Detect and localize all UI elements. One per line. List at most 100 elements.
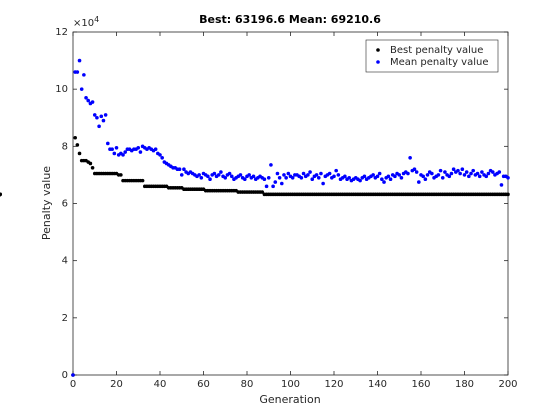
data-point — [484, 174, 489, 179]
data-point — [138, 150, 143, 154]
data-point — [467, 174, 471, 179]
data-point — [90, 165, 95, 170]
data-point — [79, 87, 84, 91]
data-point — [334, 168, 338, 173]
data-point — [382, 180, 386, 184]
y-multiplier: ×104 — [73, 15, 99, 30]
data-point — [406, 171, 410, 176]
data-point — [112, 151, 117, 156]
data-point — [290, 175, 295, 180]
data-point — [273, 180, 278, 184]
data-point — [271, 184, 275, 189]
data-point — [412, 167, 417, 171]
data-point — [447, 174, 452, 179]
data-point — [306, 173, 310, 177]
data-point — [332, 174, 336, 179]
data-point — [499, 183, 504, 187]
y-multiplier-exponent: 4 — [94, 15, 99, 24]
data-point — [247, 173, 251, 177]
data-point — [77, 58, 82, 63]
data-point — [123, 150, 127, 154]
data-point — [460, 167, 465, 171]
data-point — [462, 173, 467, 177]
data-point — [75, 70, 80, 74]
data-point — [216, 173, 221, 177]
data-point — [310, 177, 315, 182]
data-point — [75, 143, 80, 147]
y-tick-label: 6 — [62, 199, 68, 210]
data-point — [262, 177, 267, 182]
data-point — [158, 153, 162, 157]
data-point — [443, 170, 447, 174]
legend-marker — [376, 60, 380, 64]
data-point — [199, 175, 204, 180]
data-point — [430, 171, 434, 176]
data-point — [477, 174, 482, 179]
legend-marker — [376, 48, 380, 52]
data-point — [84, 95, 88, 100]
data-point — [423, 177, 428, 182]
data-point — [238, 173, 243, 177]
x-tick-label: 80 — [241, 379, 254, 390]
x-tick-label: 200 — [498, 379, 517, 390]
data-point — [486, 171, 491, 176]
data-point — [456, 168, 460, 173]
x-tick-label: 120 — [324, 379, 343, 390]
data-point — [286, 171, 291, 176]
data-point — [243, 177, 247, 182]
data-point — [343, 174, 347, 179]
y-tick-label: 2 — [62, 313, 68, 324]
data-point — [284, 175, 288, 180]
y-tick-label: 0 — [62, 370, 68, 381]
data-point — [73, 135, 77, 140]
data-point — [101, 118, 106, 123]
data-point — [264, 184, 269, 189]
data-point — [136, 145, 141, 150]
plot-frame — [72, 31, 509, 376]
data-point — [497, 170, 502, 174]
x-tick-label: 40 — [154, 379, 167, 390]
data-point — [227, 171, 232, 176]
data-point — [179, 173, 184, 177]
y-tick-label: 10 — [55, 84, 68, 95]
data-point — [208, 177, 212, 182]
data-point — [229, 174, 234, 179]
data-point — [393, 174, 397, 179]
y-multiplier-base: ×10 — [73, 18, 94, 29]
data-point — [301, 171, 306, 176]
data-point — [153, 147, 158, 151]
data-point — [436, 173, 441, 177]
data-point — [140, 178, 145, 183]
data-point — [336, 173, 341, 177]
data-point — [347, 175, 352, 180]
x-tick-label: 100 — [281, 379, 300, 390]
data-point — [277, 175, 282, 180]
data-point — [282, 173, 286, 177]
data-point — [86, 98, 91, 103]
y-tick-label: 8 — [62, 141, 68, 152]
data-point — [358, 178, 362, 183]
data-point — [266, 175, 271, 180]
data-point — [299, 175, 304, 180]
data-point — [71, 373, 75, 377]
data-point — [99, 114, 104, 119]
data-point — [421, 174, 425, 179]
data-point — [362, 174, 367, 179]
data-point — [219, 170, 223, 174]
data-point — [327, 171, 332, 176]
data-point — [386, 174, 391, 179]
x-tick-label: 160 — [411, 379, 430, 390]
data-point — [321, 181, 325, 186]
data-point — [95, 115, 99, 120]
y-axis-label: Penalty value — [40, 166, 53, 240]
data-point — [280, 181, 284, 186]
x-tick-label: 0 — [70, 379, 76, 390]
data-point — [451, 167, 456, 171]
data-point — [316, 175, 321, 180]
data-point — [251, 174, 256, 179]
data-point — [260, 190, 265, 194]
data-point — [197, 173, 201, 177]
legend-label: Mean penalty value — [390, 57, 489, 68]
data-point — [371, 173, 375, 177]
